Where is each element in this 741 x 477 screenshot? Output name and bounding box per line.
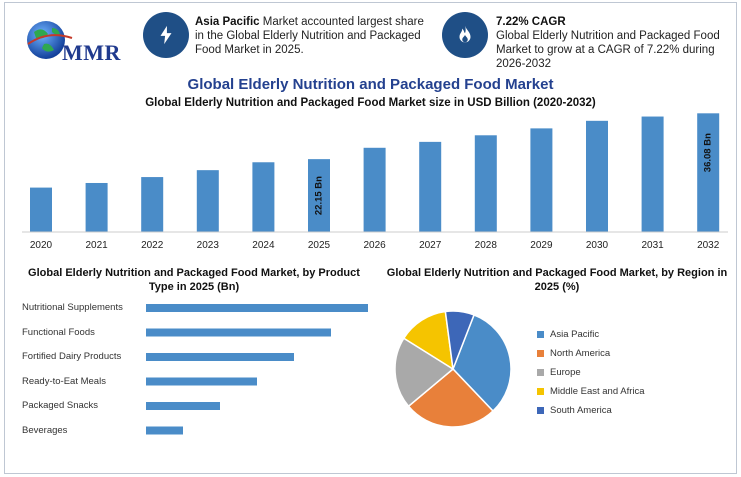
bar-2029: [530, 128, 553, 232]
logo-text: MMR: [62, 40, 121, 65]
x-tick-2026: 2026: [363, 240, 386, 251]
x-tick-2027: 2027: [419, 240, 442, 251]
bar-2020: [30, 187, 52, 232]
legend-label-3: Middle East and Africa: [550, 386, 645, 397]
region-highlight: Asia Pacific Market accounted largest sh…: [195, 15, 435, 57]
x-tick-2028: 2028: [475, 240, 498, 251]
legend-swatch-4: [537, 407, 544, 414]
region-badge: [143, 12, 189, 58]
bar-2023: [196, 170, 219, 232]
x-tick-2020: 2020: [30, 240, 53, 251]
x-tick-2023: 2023: [197, 240, 220, 251]
bar-2027: [419, 141, 442, 232]
cagr-highlight-text: Global Elderly Nutrition and Packaged Fo…: [496, 30, 720, 70]
legend-item-4: South America: [537, 401, 645, 420]
cagr-highlight: 7.22% CAGR Global Elderly Nutrition and …: [496, 15, 724, 71]
x-tick-2025: 2025: [308, 240, 331, 251]
x-tick-2022: 2022: [141, 240, 164, 251]
mmr-logo: [27, 21, 73, 59]
market-size-bar-chart: 2020 2021 2022 2023 2024 2025 22.15 Bn 2026 2027…: [22, 113, 728, 251]
infographic-frame: [4, 2, 737, 474]
legend-item-2: Europe: [537, 363, 645, 382]
main-chart-subtitle: Global Elderly Nutrition and Packaged Fo…: [145, 97, 596, 109]
legend-item-1: North America: [537, 344, 645, 363]
legend-label-2: Europe: [550, 367, 581, 378]
bar-2024: [252, 162, 275, 232]
legend-swatch-1: [537, 350, 544, 357]
legend-label-0: Asia Pacific: [550, 329, 600, 340]
legend-swatch-0: [537, 331, 544, 338]
data-label-2025: 22.15 Bn: [314, 176, 325, 215]
bar-2021: [85, 182, 108, 232]
x-tick-2029: 2029: [530, 240, 553, 251]
bar-2028: [474, 135, 497, 232]
bar-2026: [363, 147, 386, 232]
legend-label-1: North America: [550, 348, 611, 359]
x-tick-2032: 2032: [697, 240, 720, 251]
bar-2022: [141, 177, 164, 232]
x-tick-2031: 2031: [641, 240, 664, 251]
x-tick-2021: 2021: [85, 240, 108, 251]
bar-2025: [308, 159, 330, 232]
region-highlight-bold: Asia Pacific: [195, 16, 260, 28]
legend-swatch-3: [537, 388, 544, 395]
hbar-label-2: Fortified Dairy Products: [22, 351, 122, 362]
x-tick-2030: 2030: [586, 240, 609, 251]
data-label-2032: 36.08 Bn: [703, 133, 714, 172]
cagr-highlight-bold: 7.22% CAGR: [496, 16, 566, 28]
product-type-title: Global Elderly Nutrition and Packaged Fo…: [28, 267, 360, 293]
hbar-label-0: Nutritional Supplements: [22, 302, 123, 313]
region-legend: Asia Pacific North America Europe Middle Ea…: [537, 325, 645, 420]
legend-swatch-2: [537, 369, 544, 376]
legend-item-3: Middle East and Africa: [537, 382, 645, 401]
region-title: Global Elderly Nutrition and Packaged Fo…: [386, 267, 728, 293]
hbar-label-3: Ready-to-Eat Meals: [22, 375, 106, 387]
bar-2030: [586, 120, 608, 232]
legend-label-4: South America: [550, 405, 612, 416]
bar-2032: [697, 113, 720, 232]
legend-item-0: Asia Pacific: [537, 325, 645, 344]
lightning-icon: [160, 25, 172, 45]
main-chart-title: Global Elderly Nutrition and Packaged Fo…: [187, 76, 554, 93]
region-highlight-text: Market accounted largest share in the Gl…: [195, 16, 424, 56]
flame-icon: [459, 25, 471, 43]
hbar-label-1: Functional Foods: [22, 326, 95, 338]
bar-2031: [641, 116, 664, 232]
hbar-label-5: Beverages: [22, 424, 68, 436]
cagr-badge: [442, 12, 488, 58]
hbar-label-4: Packaged Snacks: [22, 400, 99, 411]
x-tick-2024: 2024: [252, 240, 275, 251]
